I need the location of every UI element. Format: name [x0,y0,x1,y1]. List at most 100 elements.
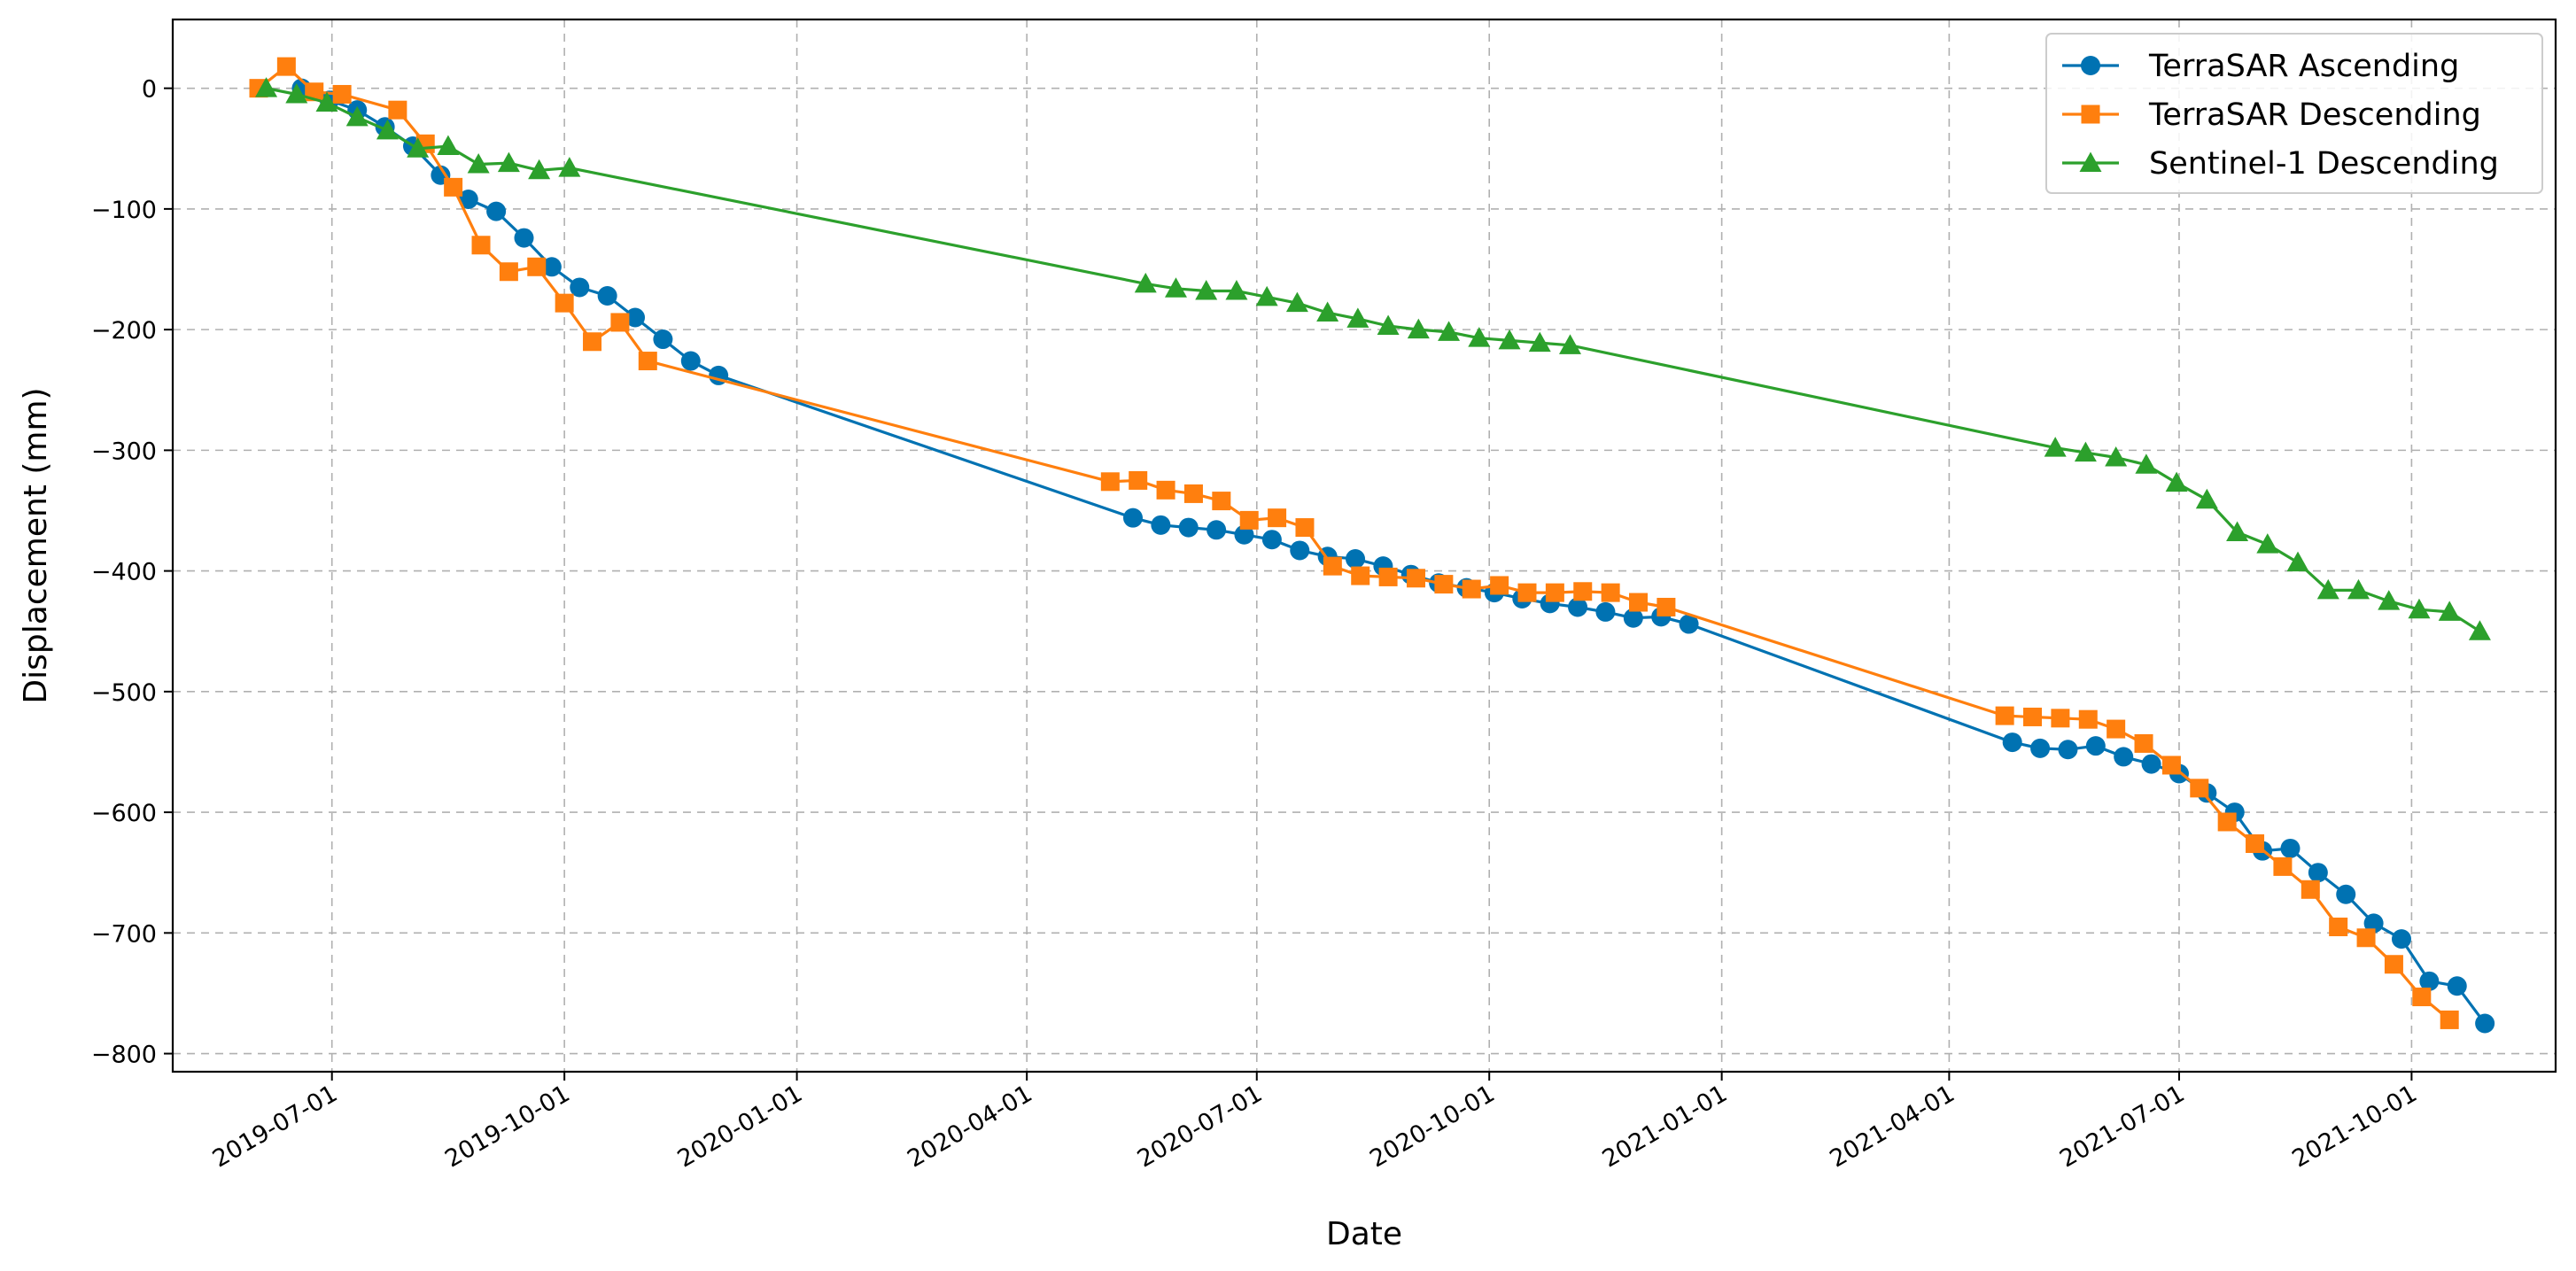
data-point [2440,1010,2459,1029]
data-point [1151,515,1171,535]
data-point [2165,471,2188,492]
data-point [486,201,507,221]
data-point [407,137,430,158]
data-point [2085,736,2106,756]
legend-label: Sentinel-1 Descending [2149,146,2499,182]
data-point [570,277,590,298]
data-point [471,236,491,255]
legend-label: TerraSAR Ascending [2148,49,2459,84]
data-point [2195,488,2218,509]
data-point [2273,856,2293,876]
data-point [1528,331,1551,353]
legend-box [2045,33,2543,194]
legend-marker [2081,105,2100,124]
data-point [1517,583,1537,602]
data-point [2107,719,2126,739]
data-point [2161,756,2181,775]
legend-marker [2079,151,2102,172]
data-point [1225,280,1248,300]
data-point [2347,578,2370,600]
data-point [1346,548,1366,569]
data-point [2419,971,2440,991]
data-point [1134,272,1157,293]
data-point [2308,863,2328,883]
data-point [1122,508,1143,528]
data-point [2134,733,2153,753]
data-point [2226,521,2249,542]
plot-frame [171,18,2557,1073]
data-point [1290,540,1310,561]
data-point [2135,453,2158,474]
data-point [444,177,463,197]
data-point [1268,508,1287,528]
data-point [2190,779,2209,798]
data-point [2058,740,2078,760]
data-point [1490,576,1509,595]
data-point [2280,838,2301,858]
data-point [541,257,562,277]
data-point [2044,437,2067,457]
data-point [527,257,547,276]
grid [173,19,2556,1072]
data-point [1261,530,1282,550]
data-point [1558,334,1581,354]
data-point [2356,928,2376,948]
data-point [2078,709,2098,729]
data-point [1323,556,1342,576]
y-tick-label: −300 [91,438,157,465]
data-point [2002,732,2022,753]
data-point [1285,291,1308,313]
data-point [558,157,581,177]
y-axis-title: Displacement (mm) [18,387,54,703]
data-point [1629,593,1649,612]
data-point [1346,307,1369,328]
data-point [680,351,701,371]
data-point [332,84,352,104]
series-square [249,57,2459,1029]
data-point [2074,441,2097,462]
data-point [1679,614,1699,634]
data-point [2468,620,2491,640]
data-point [1498,329,1521,350]
data-point [1178,517,1199,538]
data-point [2286,551,2309,572]
y-tick-label: −100 [91,197,157,224]
data-point [2475,1013,2495,1034]
data-point [2363,913,2384,934]
data-point [1295,518,1315,538]
data-point [610,313,630,332]
data-point [1657,597,1676,616]
y-axis-ticks: 0 −100 −200 −300 −400 −500 −600 −700 −800 [91,76,173,1069]
data-point [2105,446,2128,467]
data-point [555,293,574,313]
data-point [625,307,646,328]
data-point [1995,706,2014,725]
data-point [1239,510,1259,530]
legend: TerraSAR Ascending TerraSAR Descending Sen… [2045,33,2543,194]
data-point [255,77,278,97]
data-point [1100,472,1120,492]
data-point [528,159,551,180]
y-tick-label: −500 [91,679,157,707]
data-point [1316,301,1339,322]
data-point [2301,880,2320,899]
y-tick-label: −800 [91,1042,157,1069]
data-point [2378,590,2401,610]
data-point [1462,579,1481,599]
data-point [2217,812,2237,832]
data-point [499,262,518,282]
legend-marker [2081,56,2100,75]
data-point [458,189,478,209]
data-point [376,119,399,140]
series-layer [249,57,2495,1034]
data-point [1573,582,1593,601]
y-tick-label: −400 [91,559,157,586]
data-point [1595,601,1616,622]
data-point [1438,321,1461,341]
data-point [1406,569,1425,588]
data-point [2412,988,2432,1007]
y-tick-label: −600 [91,800,157,827]
data-point [345,105,369,127]
